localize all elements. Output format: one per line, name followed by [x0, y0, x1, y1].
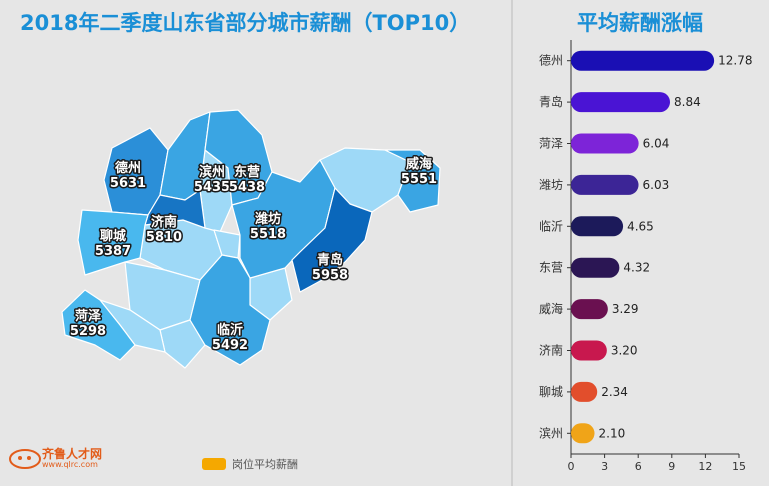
city-name-label: 济南 [151, 214, 177, 230]
bar [571, 174, 639, 195]
region-jinan [144, 189, 206, 229]
bar [571, 340, 607, 361]
city-value-label: 5435 [194, 180, 230, 195]
region-liaocheng [77, 209, 149, 276]
city-name-label: 聊城 [100, 228, 126, 244]
value-label: 6.04 [643, 137, 670, 151]
x-tick-label: 9 [668, 460, 675, 473]
city-value-label: 5518 [250, 227, 286, 242]
category-label: 德州 [539, 53, 563, 68]
city-value-label: 5492 [212, 338, 248, 353]
x-tick-label: 0 [568, 460, 575, 473]
value-label: 2.34 [601, 385, 628, 399]
city-value-label: 5631 [110, 176, 146, 191]
city-value-label: 5298 [70, 324, 106, 339]
city-value-label: 5387 [95, 244, 131, 259]
region-weihai [384, 149, 441, 213]
value-label: 3.20 [611, 344, 638, 358]
city-name-label: 临沂 [217, 322, 243, 338]
city-value-label: 5958 [312, 268, 348, 283]
city-name-label: 德州 [115, 160, 141, 176]
value-label: 3.29 [612, 302, 639, 316]
bar-chart: 德州 12.78 青岛 8.84 菏泽 6.04 潍坊 6.03 临沂 4.65 东营 4.32 威海 3… [539, 40, 752, 473]
logo-url: www.qlrc.com [42, 459, 98, 469]
city-name-label: 菏泽 [75, 308, 102, 324]
category-label: 聊城 [539, 385, 563, 399]
bar-chart-title: 平均薪酬涨幅 [577, 11, 703, 35]
category-label: 济南 [539, 343, 563, 358]
logo-icon [9, 449, 41, 469]
city-name-label: 青岛 [317, 252, 343, 268]
map-title: 2018年二季度山东省部分城市薪酬（TOP10） [20, 11, 471, 35]
city-value-label: 5810 [146, 230, 182, 245]
city-name-label: 滨州 [199, 164, 225, 180]
city-name-label: 东营 [234, 164, 260, 180]
value-label: 12.78 [718, 54, 752, 68]
legend-label: 岗位平均薪酬 [232, 458, 298, 471]
category-label: 东营 [539, 261, 563, 275]
category-label: 滨州 [539, 425, 563, 440]
value-label: 4.65 [627, 219, 654, 233]
city-name-label: 潍坊 [255, 211, 281, 227]
bar [571, 133, 639, 154]
bar-panel: 平均薪酬涨幅 德州 12.78 青岛 8.84 菏泽 6.04 潍坊 6.03 临沂 4.65 东营… [515, 0, 769, 486]
bar [571, 216, 624, 237]
bar [571, 423, 595, 444]
map-legend: 岗位平均薪酬 [202, 456, 298, 472]
bar [571, 381, 598, 402]
bar [571, 50, 715, 71]
category-label: 临沂 [539, 219, 563, 233]
region-qingdao [291, 187, 373, 293]
bar [571, 257, 620, 278]
map-panel: 2018年二季度山东省部分城市薪酬（TOP10） 德州 5631 滨州 5435 东营 5… [8, 11, 471, 472]
legend-swatch [202, 458, 226, 470]
qlrc-logo: 齐鲁人才网 www.qlrc.com [8, 446, 102, 470]
city-value-label: 5438 [229, 180, 265, 195]
region-linyi [189, 254, 271, 366]
category-label: 潍坊 [539, 177, 563, 192]
value-label: 2.10 [599, 426, 626, 440]
x-tick-label: 15 [732, 460, 746, 473]
value-label: 4.32 [623, 261, 650, 275]
category-label: 菏泽 [539, 137, 563, 151]
panel-divider [511, 0, 513, 486]
region-heze [61, 289, 136, 361]
logo-text: 齐鲁人才网 [42, 446, 103, 461]
value-label: 6.03 [643, 178, 670, 192]
value-label: 8.84 [674, 95, 701, 109]
bar [571, 92, 671, 113]
category-label: 青岛 [539, 94, 563, 109]
city-name-label: 威海 [406, 156, 432, 172]
city-value-label: 5551 [401, 172, 437, 187]
x-tick-label: 3 [601, 460, 608, 473]
x-tick-label: 12 [698, 460, 712, 473]
bar [571, 299, 608, 320]
x-tick-label: 6 [635, 460, 642, 473]
category-label: 威海 [539, 301, 563, 316]
